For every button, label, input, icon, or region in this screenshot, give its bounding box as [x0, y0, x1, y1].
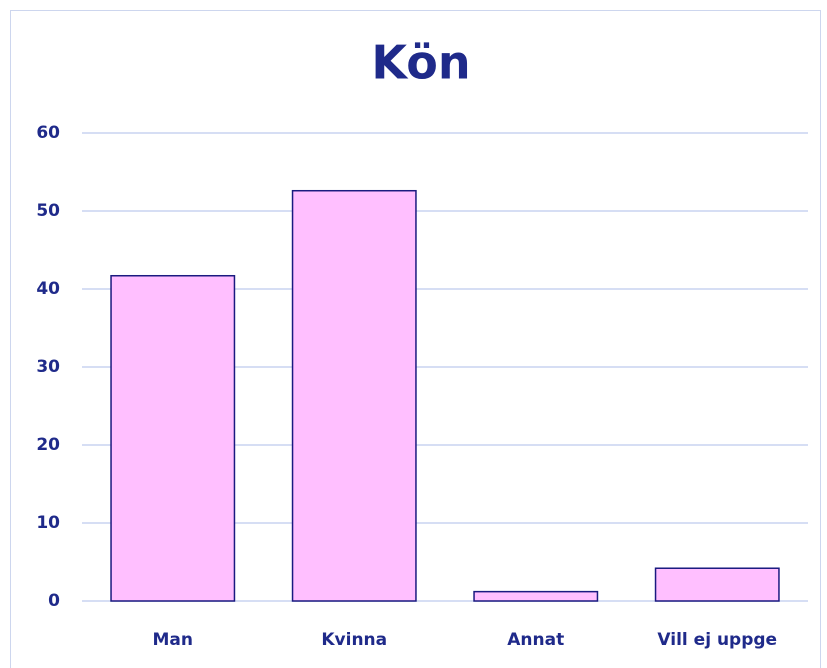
chart-title: Kön: [371, 36, 470, 90]
x-tick-label: Man: [153, 630, 194, 650]
x-tick-label: Kvinna: [321, 630, 387, 650]
bar: [654, 567, 780, 602]
bar: [291, 189, 417, 602]
x-tick-label: Vill ej uppge: [657, 630, 777, 650]
y-tick-label: 20: [36, 435, 60, 455]
y-tick-label: 40: [36, 279, 60, 299]
x-tick-label: Annat: [507, 630, 564, 650]
y-tick-label: 60: [36, 123, 60, 143]
y-tick-label: 10: [36, 513, 60, 533]
y-tick-label: 30: [36, 357, 60, 377]
bar: [110, 274, 236, 602]
y-tick-label: 0: [48, 591, 60, 611]
y-tick-label: 50: [36, 201, 60, 221]
bar: [473, 590, 599, 602]
